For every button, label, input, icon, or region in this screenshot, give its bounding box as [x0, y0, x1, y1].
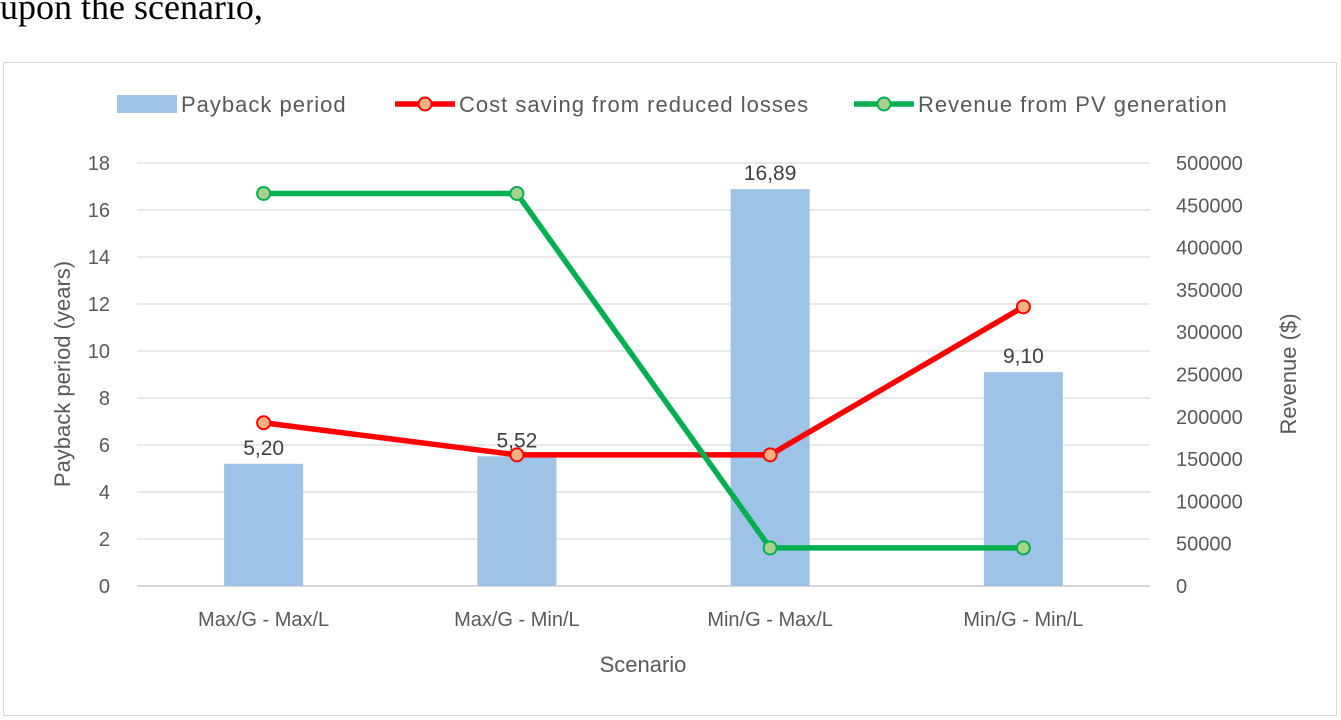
y-tick-label: 18 [88, 153, 110, 175]
y2-tick-label: 200000 [1176, 407, 1243, 429]
y2-tick-label: 400000 [1176, 238, 1243, 260]
legend-label: Payback period [181, 92, 347, 117]
revenue-from-pv-generation-marker [509, 185, 525, 201]
y-tick-label: 12 [88, 294, 110, 316]
cost-saving-from-reduced-losses-marker [509, 447, 525, 463]
revenue-from-pv-generation-marker [256, 185, 272, 201]
bar-data-label: 16,89 [744, 162, 797, 185]
legend: Payback period Cost saving from reduced l… [117, 92, 1228, 117]
lines-layer [256, 185, 1031, 556]
y2-tick-label: 150000 [1176, 449, 1243, 471]
y2-axis-title: Revenue ($) [1276, 313, 1301, 434]
labels-layer: 5,20 5,52 16,89 9,10 [243, 162, 1044, 460]
y2-tick-label: 300000 [1176, 322, 1243, 344]
y2-tick-label: 0 [1176, 576, 1187, 598]
y-axis-title: Payback period (years) [50, 261, 75, 487]
grid-layer: 0 2 4 6 8 10 12 14 16 18 0 50000 100000 150000 200000 2… [88, 153, 1243, 631]
y2-tick-label: 350000 [1176, 280, 1243, 302]
cost-saving-from-reduced-losses-marker [256, 415, 272, 431]
legend-label: Revenue from PV generation [918, 92, 1228, 117]
cost-saving-from-reduced-losses-line [263, 304, 1025, 458]
x-axis-title: Scenario [600, 652, 687, 677]
bar [730, 189, 810, 586]
revenue-from-pv-generation-marker [1015, 540, 1031, 556]
cost-saving-from-reduced-losses-marker [762, 447, 778, 463]
legend-swatch-bar [117, 95, 177, 113]
x-tick-label: Min/G - Min/L [963, 609, 1083, 631]
legend-label: Cost saving from reduced losses [459, 92, 809, 117]
y2-tick-label: 50000 [1176, 534, 1232, 556]
bar-data-label: 5,52 [496, 429, 537, 452]
y-tick-label: 14 [88, 247, 110, 269]
bar-data-label: 9,10 [1003, 345, 1044, 368]
y2-tick-label: 250000 [1176, 365, 1243, 387]
y-tick-label: 6 [99, 435, 110, 457]
revenue-from-pv-generation-marker [762, 540, 778, 556]
chart-frame [3, 62, 1337, 716]
y2-tick-label: 450000 [1176, 195, 1243, 217]
y2-tick-label: 500000 [1176, 153, 1243, 175]
y-tick-label: 2 [99, 529, 110, 551]
y2-tick-label: 100000 [1176, 491, 1243, 513]
bar-data-label: 5,20 [243, 437, 284, 460]
page-top-text: upon the scenario, [0, 0, 263, 27]
bars-layer [224, 189, 1063, 586]
x-tick-label: Max/G - Min/L [454, 609, 580, 631]
legend-swatch-marker [417, 96, 433, 112]
revenue-from-pv-generation-line [263, 190, 1024, 551]
y-tick-label: 0 [99, 576, 110, 598]
y-tick-label: 4 [99, 482, 110, 504]
x-tick-label: Min/G - Max/L [707, 609, 833, 631]
x-tick-label: Max/G - Max/L [198, 609, 329, 631]
y-tick-label: 8 [99, 388, 110, 410]
bar [224, 463, 304, 586]
cost-saving-from-reduced-losses-marker [1015, 299, 1031, 315]
legend-swatch-marker [876, 96, 892, 112]
y-tick-label: 16 [88, 200, 110, 222]
y-tick-label: 10 [88, 341, 110, 363]
bar [477, 456, 557, 586]
